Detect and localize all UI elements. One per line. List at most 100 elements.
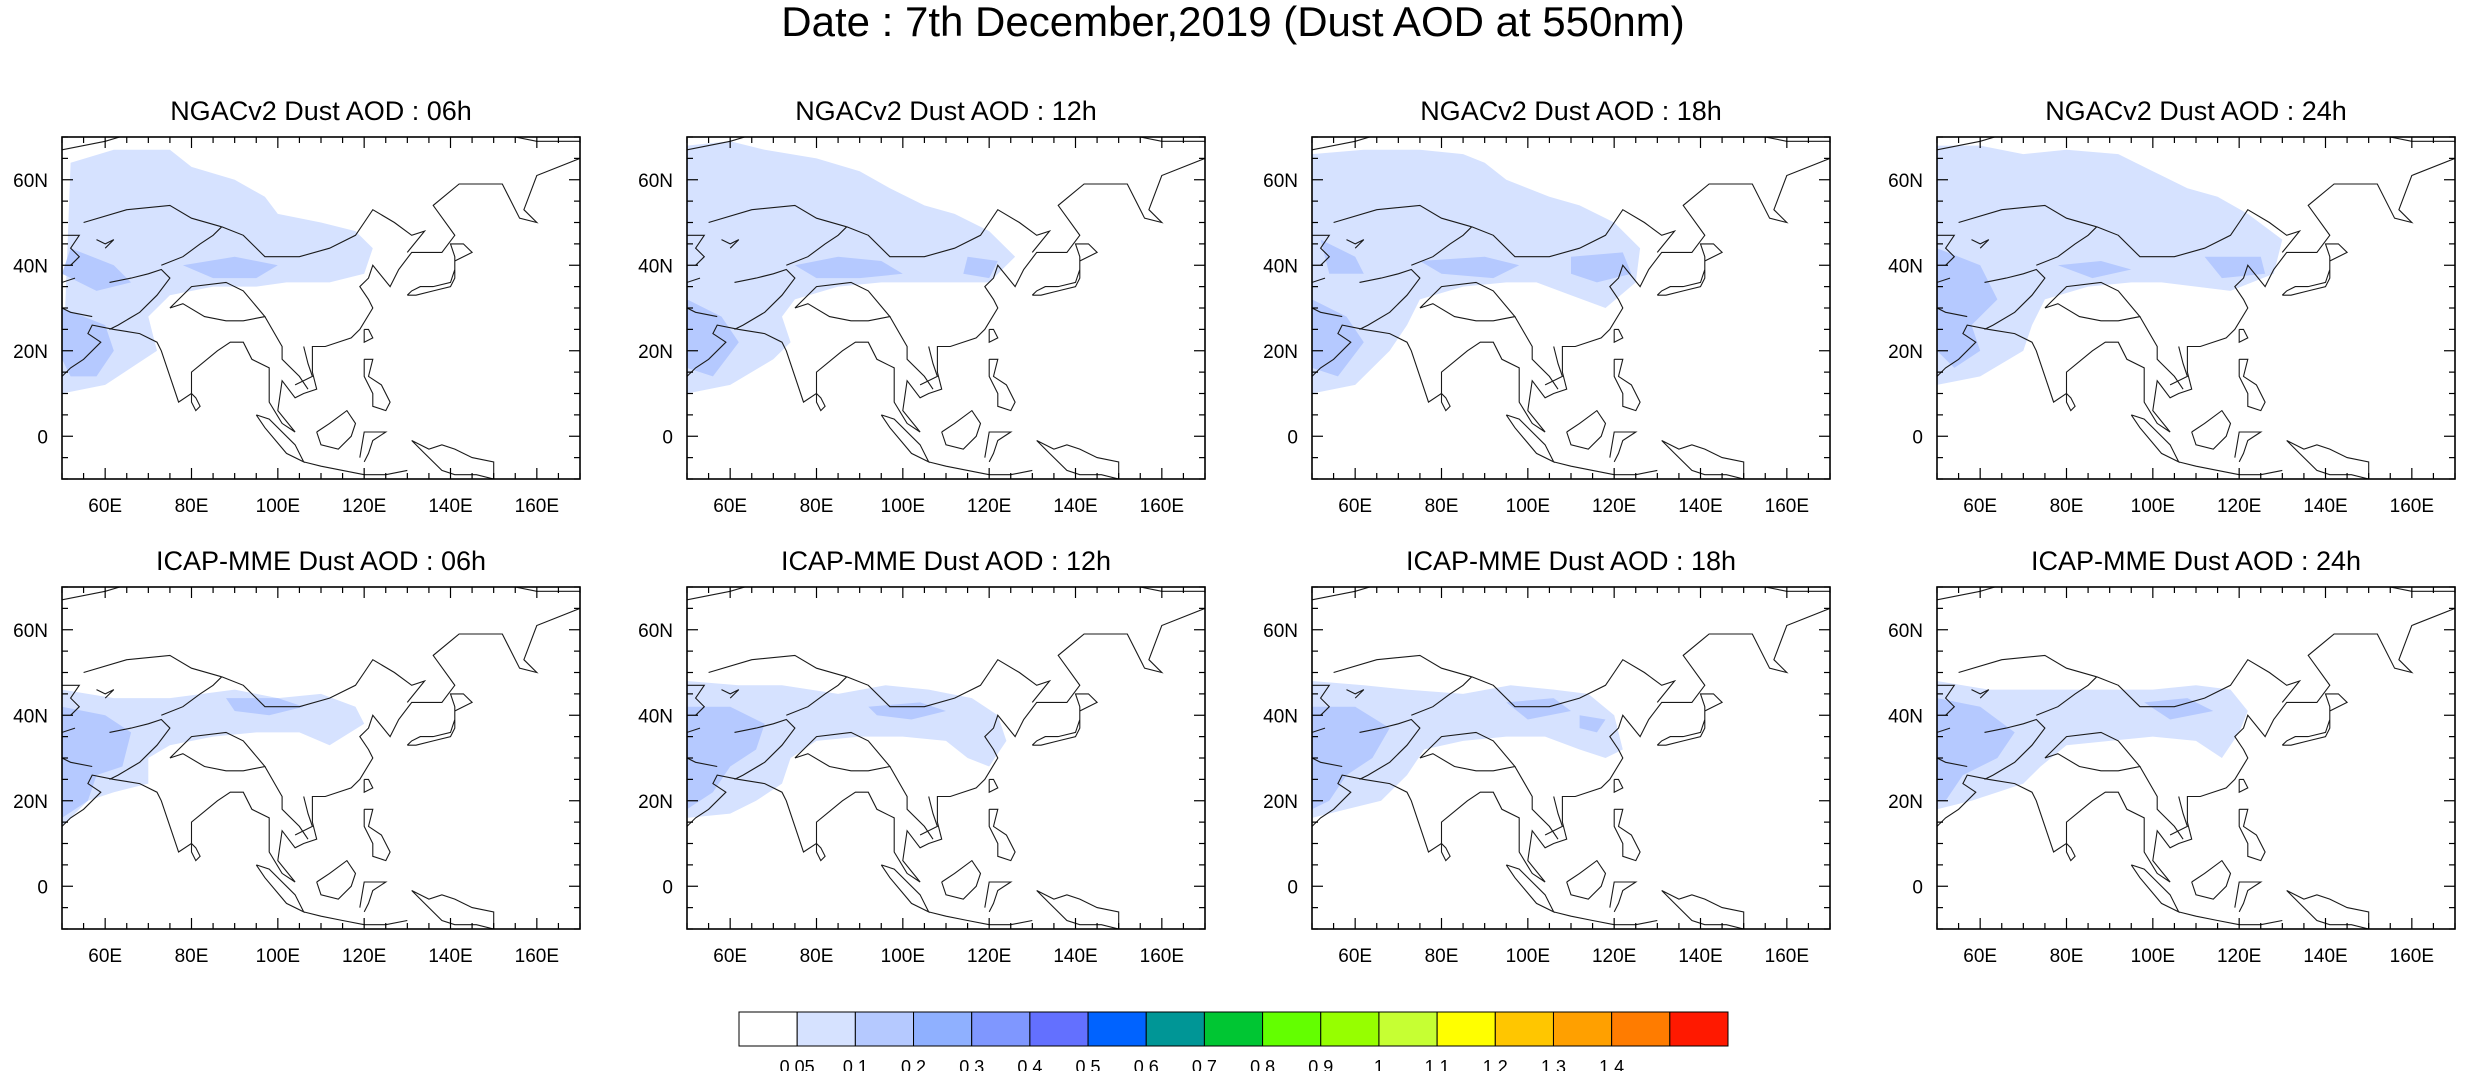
lon-tick-label: 60E [88, 946, 122, 967]
coastline [294, 796, 314, 836]
lat-tick-label: 20N [1888, 792, 1923, 813]
coastline [1419, 731, 1516, 772]
coastline [1312, 277, 1343, 318]
coastline [2178, 911, 2283, 926]
coastline [2044, 281, 2141, 322]
lon-tick-label: 160E [1765, 946, 1809, 967]
lat-tick-label: 60N [13, 621, 48, 642]
colorbar-label: 0.8 [1250, 1057, 1275, 1071]
coastline [734, 718, 796, 780]
coastline [1971, 239, 1990, 249]
lon-tick-label: 60E [1963, 946, 1997, 967]
colorbar-swatch [1145, 1011, 1205, 1047]
colorbar-swatch [854, 1011, 915, 1047]
colorbar-label: 0.05 [780, 1057, 815, 1071]
coastline [815, 393, 826, 412]
coastline [786, 226, 848, 266]
lon-tick-label: 120E [2217, 946, 2261, 967]
panel-title: NGACv2 Dust AOD : 24h [2045, 96, 2347, 126]
coastline [1471, 208, 1677, 258]
dust-region [1419, 256, 1520, 279]
coastline [411, 440, 495, 479]
coastline [1440, 843, 1451, 862]
lon-tick-label: 80E [1425, 496, 1459, 517]
coastline [1419, 281, 1516, 322]
colorbar-swatch [1378, 1011, 1438, 1047]
lat-tick-label: 60N [638, 171, 673, 192]
panel-title: ICAP-MME Dust AOD : 06h [156, 546, 486, 576]
dust-region [1312, 706, 1390, 810]
coastline [1411, 676, 1473, 716]
coastline [2139, 316, 2184, 390]
lon-tick-label: 100E [2131, 946, 2175, 967]
lon-tick-label: 60E [713, 946, 747, 967]
lon-tick-label: 60E [1963, 496, 1997, 517]
coastlines [1312, 587, 1830, 929]
lon-tick-label: 140E [2303, 496, 2347, 517]
lat-tick-label: 20N [1888, 342, 1923, 363]
colorbar: 0.05 0.1 0.2 0.3 0.4 0.5 0.6 0.7 0.8 0.9 1 1.1 1.2 1.… [738, 1011, 1729, 1071]
dust-shading [1937, 681, 2248, 810]
dust-region [182, 256, 278, 279]
coastline [62, 277, 93, 318]
coastline [687, 727, 718, 768]
coastline [2234, 881, 2263, 913]
panel-title: ICAP-MME Dust AOD : 24h [2031, 546, 2361, 576]
dust-region [687, 706, 765, 810]
coastline [1544, 346, 1564, 386]
coastline [984, 881, 1013, 913]
coastline [2169, 346, 2189, 386]
coastline [2036, 226, 2098, 266]
lon-tick-label: 100E [881, 496, 925, 517]
colorbar-swatch [1669, 1011, 1729, 1047]
panel-title: ICAP-MME Dust AOD : 18h [1406, 546, 1736, 576]
coastline [303, 911, 408, 926]
coastline [1613, 328, 1624, 344]
lon-tick-label: 160E [2390, 946, 2434, 967]
lat-tick-label: 20N [638, 342, 673, 363]
map-panel: 60E 80E 100E 120E 140E 160E 60N 40N 20N 0 ICAP-MME… [638, 546, 1206, 967]
coastline [411, 890, 495, 929]
dust-region [62, 308, 114, 377]
coastline [1312, 684, 1331, 716]
dust-region [62, 706, 132, 818]
coastline [687, 607, 1205, 883]
coastline [1971, 689, 1990, 699]
lon-tick-label: 140E [1053, 946, 1097, 967]
coastline [1661, 440, 1745, 479]
coastline [62, 157, 580, 433]
colorbar-swatch [738, 1011, 798, 1047]
lon-tick-label: 100E [256, 946, 300, 967]
coastline [1359, 718, 1421, 780]
coastline [62, 607, 580, 883]
colorbar-label: 0.6 [1134, 1057, 1159, 1071]
coastline [2044, 731, 2141, 772]
coastline [1656, 693, 1724, 746]
lat-tick-label: 40N [1888, 256, 1923, 277]
coastline [1346, 239, 1365, 249]
coastline [161, 226, 223, 266]
coastline [919, 346, 939, 386]
coastline [708, 654, 847, 678]
dust-shading [687, 681, 1007, 818]
coastline [1346, 689, 1365, 699]
lat-tick-label: 60N [1263, 621, 1298, 642]
dust-region [62, 689, 365, 827]
lon-tick-label: 140E [1678, 496, 1722, 517]
coastline [264, 316, 309, 390]
coastline [406, 693, 474, 746]
lon-tick-label: 80E [800, 946, 834, 967]
lat-tick-label: 0 [662, 427, 673, 448]
coastline [1613, 778, 1624, 794]
lat-tick-label: 40N [1888, 706, 1923, 727]
lon-tick-label: 120E [2217, 496, 2261, 517]
coastline [734, 268, 796, 330]
coastline [169, 731, 266, 772]
coastline [1471, 658, 1677, 708]
lon-tick-label: 80E [800, 496, 834, 517]
coastline [2281, 243, 2349, 296]
dust-shading [687, 141, 1016, 394]
coastline [941, 859, 982, 900]
coastline [2238, 328, 2249, 344]
coastline [687, 234, 706, 266]
